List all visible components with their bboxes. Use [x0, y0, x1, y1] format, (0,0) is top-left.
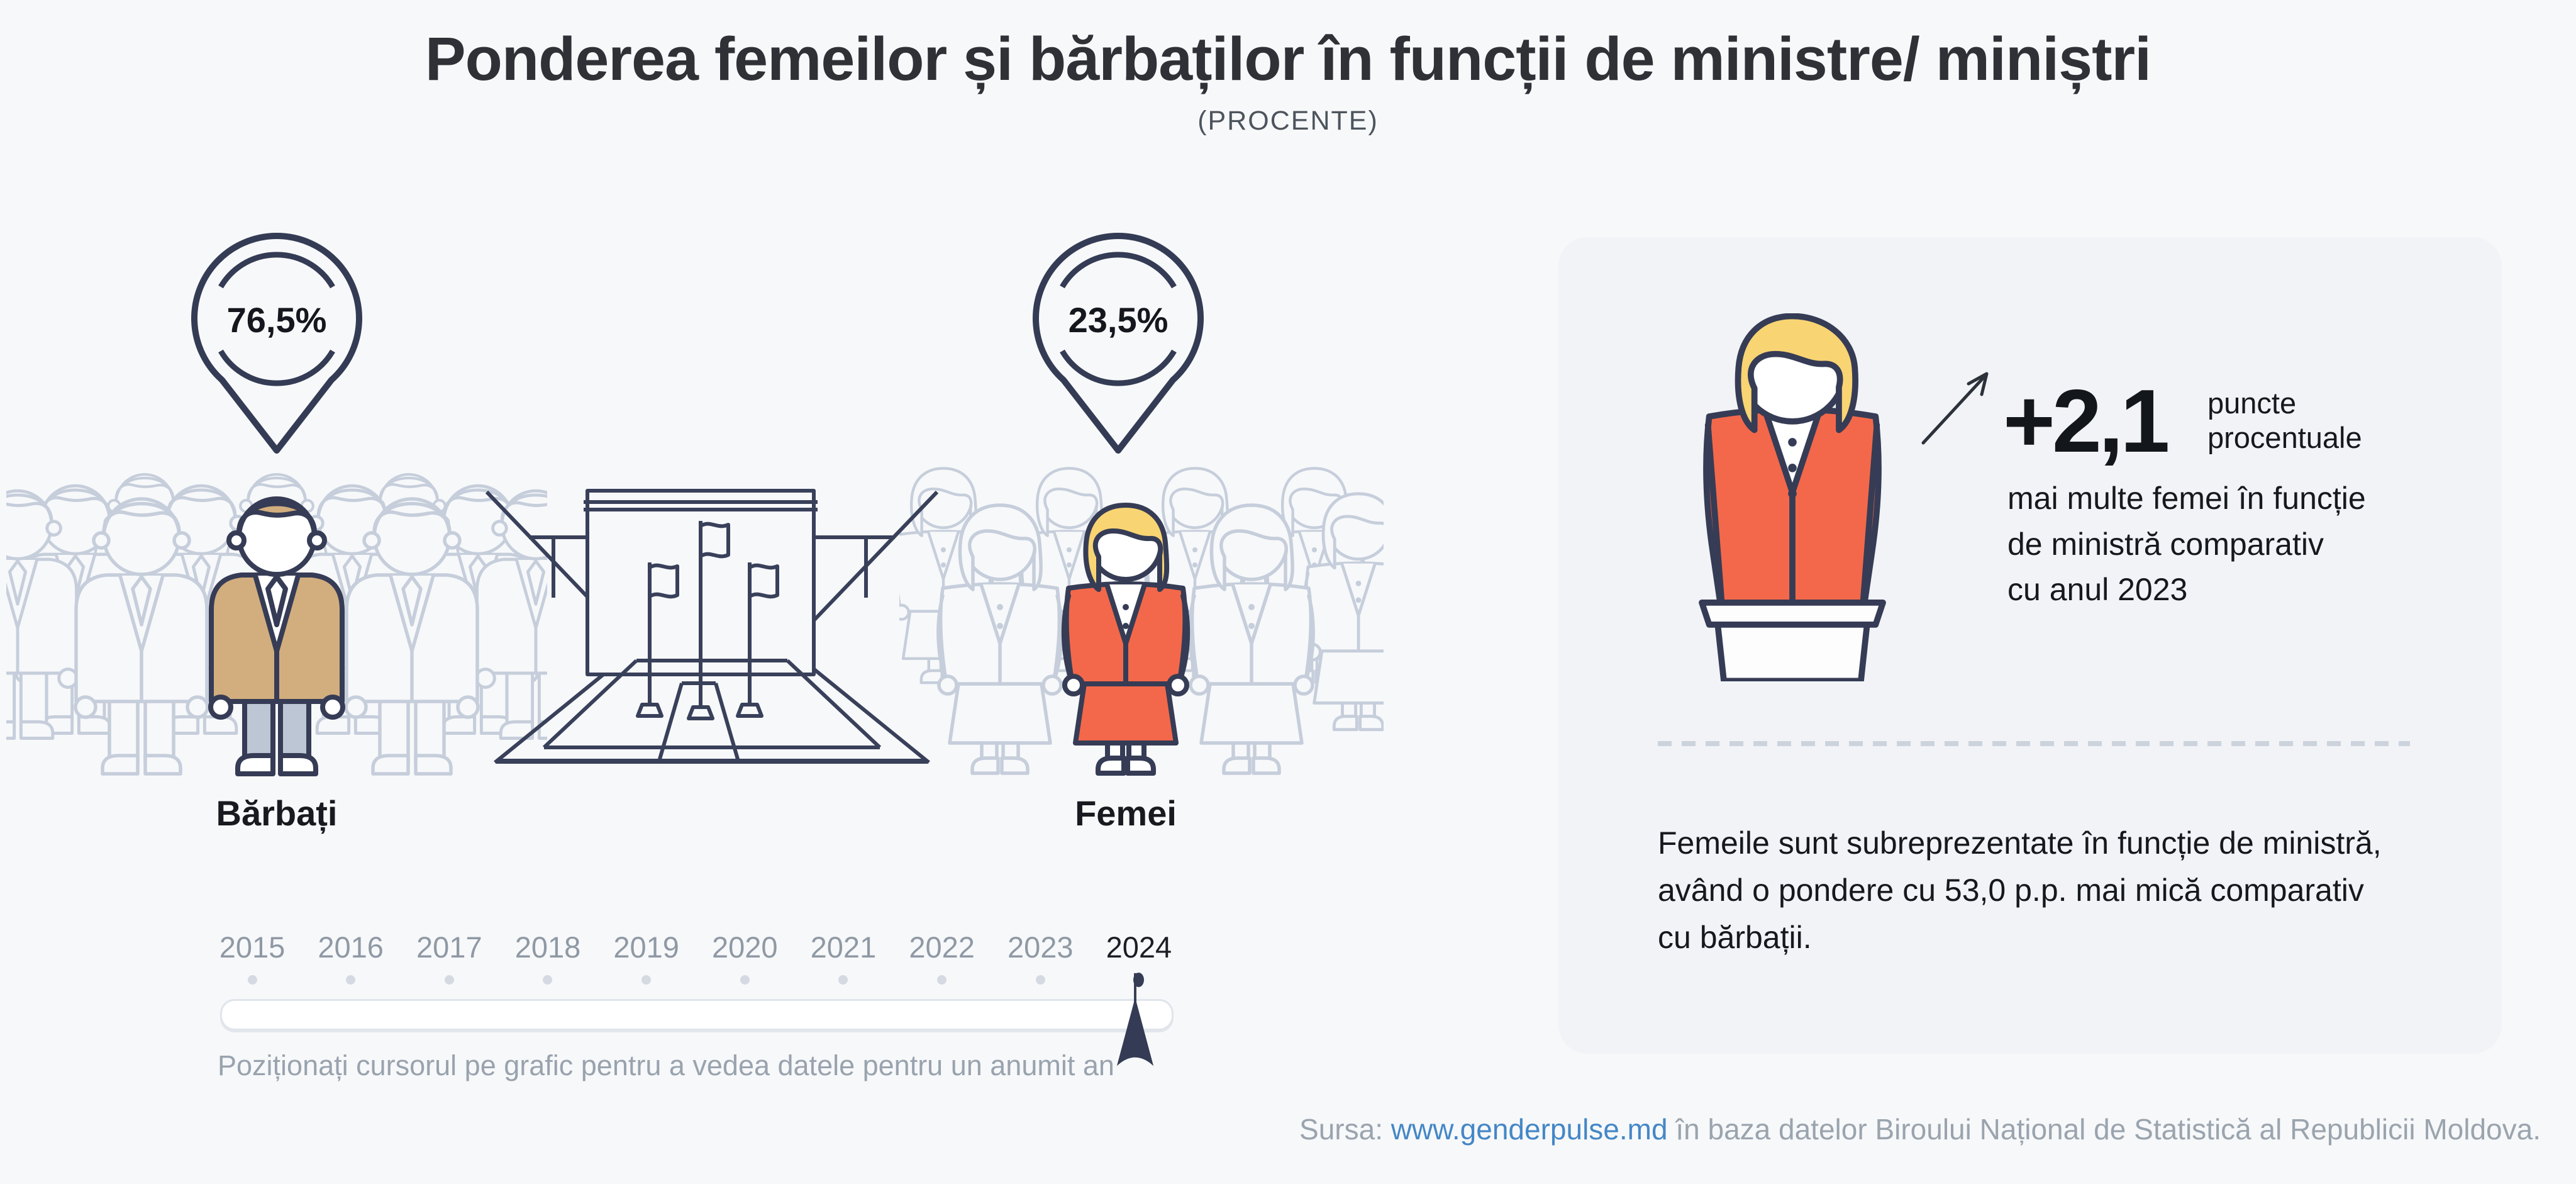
timeline-year-2021[interactable]: 2021 [810, 930, 877, 964]
page-subtitle: (PROCENTE) [1197, 106, 1379, 136]
year-dot [641, 975, 652, 985]
source-footer: Sursa: www.genderpulse.md în baza datelo… [0, 1112, 2541, 1146]
delta-unit: puncte procentuale [2207, 386, 2362, 454]
men-value-pin-icon [191, 233, 362, 454]
year-dot [937, 975, 947, 985]
men-crowd-illustration [6, 474, 547, 774]
men-label: Bărbați [216, 793, 338, 833]
women-share-value: 23,5% [1068, 300, 1169, 340]
timeline-year-2023[interactable]: 2023 [1007, 930, 1074, 964]
timeline-year-2024-selected[interactable]: 2024 [1106, 930, 1172, 964]
women-label: Femei [1075, 793, 1177, 833]
timeline-year-2016[interactable]: 2016 [318, 930, 384, 964]
women-crowd-illustration [899, 468, 1384, 773]
timeline-hint: Poziționați cursorul pe grafic pentru a … [218, 1049, 1114, 1081]
timeline-years: 2015 2016 2017 2018 2019 2020 2021 2022 … [208, 930, 1184, 964]
timeline-track[interactable] [220, 999, 1174, 1030]
timeline-year-2022[interactable]: 2022 [909, 930, 975, 964]
timeline-year-2017[interactable]: 2017 [416, 930, 482, 964]
timeline-year-2019[interactable]: 2019 [613, 930, 679, 964]
year-dot [543, 975, 553, 985]
insight-note: Femeile sunt subreprezentate în funcție … [1658, 825, 2382, 955]
timeline-year-2015[interactable]: 2015 [219, 930, 286, 964]
year-dot [838, 975, 848, 985]
growth-arrow-icon [1921, 372, 1989, 445]
source-prefix: Sursa: [1299, 1113, 1391, 1146]
women-value-pin-icon [1033, 233, 1204, 454]
year-dot [346, 975, 356, 985]
year-dot [247, 975, 257, 985]
year-dot [1035, 975, 1045, 985]
timeline-year-2020[interactable]: 2020 [712, 930, 778, 964]
men-share-value: 76,5% [226, 300, 327, 340]
timeline-cursor-icon[interactable] [1112, 970, 1158, 1074]
delta-description: mai multe femei în funcție de ministră c… [2007, 481, 2366, 607]
timeline-year-2018[interactable]: 2018 [514, 930, 581, 964]
dashed-divider [1658, 741, 2410, 746]
year-dot [444, 975, 454, 985]
source-link[interactable]: www.genderpulse.md [1391, 1113, 1668, 1146]
year-dot [740, 975, 750, 985]
woman-at-podium-icon [1699, 313, 1886, 681]
page-title: Ponderea femeilor și bărbaților în funcț… [425, 25, 2151, 93]
government-building-illustration [485, 489, 939, 764]
insight-card [1558, 237, 2502, 1054]
source-suffix: în baza datelor Biroului Național de Sta… [1667, 1113, 2541, 1146]
timeline-dots [208, 973, 1184, 987]
delta-value: +2,1 [2003, 371, 2170, 471]
